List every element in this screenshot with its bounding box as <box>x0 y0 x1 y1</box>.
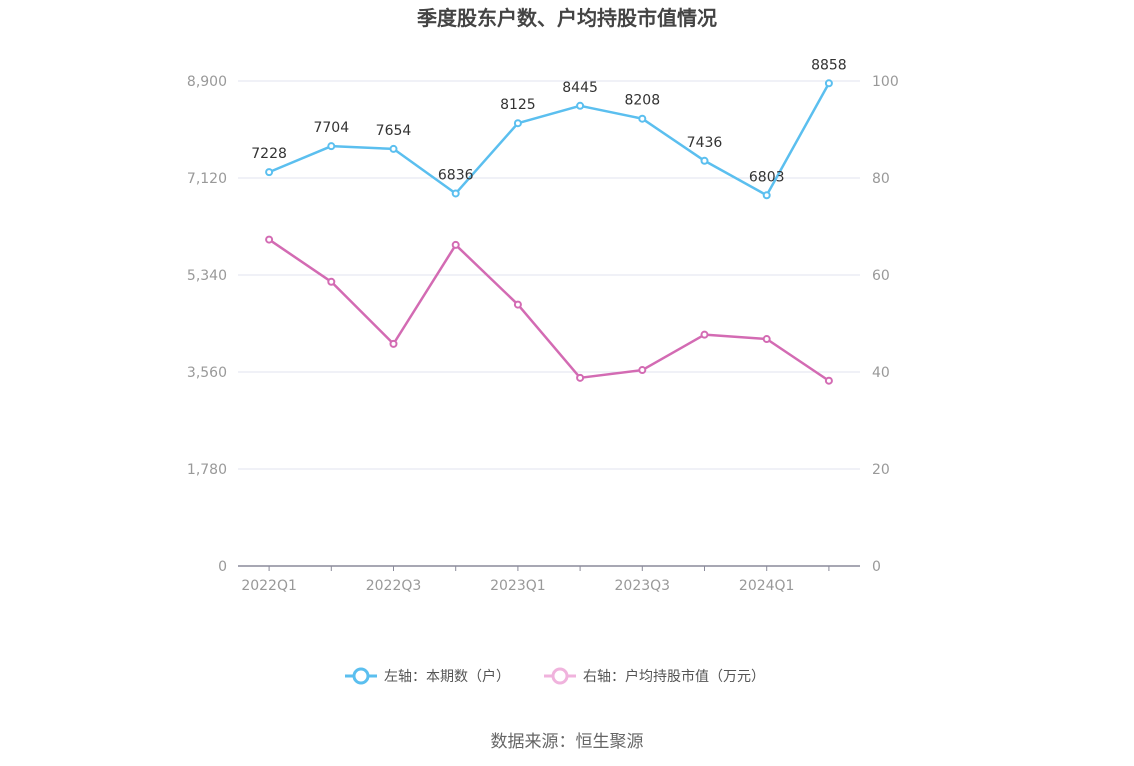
data-label: 8445 <box>562 80 598 96</box>
data-point-right[interactable] <box>762 335 771 344</box>
series-line-right <box>268 238 830 382</box>
x-tick-label: 2023Q3 <box>615 578 671 594</box>
data-point-right[interactable] <box>824 376 833 385</box>
data-label: 6836 <box>438 167 474 183</box>
right-tick-label: 0 <box>872 559 881 575</box>
x-axis: 2022Q1 2022Q3 2023Q1 2023Q3 2024Q1 <box>238 565 860 594</box>
left-tick-label: 8,900 <box>187 74 227 90</box>
left-axis-ticks: 0 1,780 3,560 5,340 7,120 8,900 <box>187 74 227 575</box>
data-point-right[interactable] <box>576 373 585 382</box>
data-point-left[interactable] <box>451 189 460 198</box>
data-point-left[interactable] <box>762 191 771 200</box>
x-tick-label: 2022Q1 <box>241 578 297 594</box>
legend-swatch-marker <box>352 667 370 685</box>
data-point-right[interactable] <box>638 366 647 375</box>
right-tick-label: 100 <box>872 74 899 90</box>
left-tick-label: 5,340 <box>187 268 227 284</box>
legend-swatch-marker <box>551 667 569 685</box>
data-point-right[interactable] <box>327 277 336 286</box>
left-tick-label: 3,560 <box>187 365 227 381</box>
legend: 左轴：本期数（户） 右轴：户均持股市值（万元） <box>345 667 765 685</box>
x-tick-label: 2022Q3 <box>366 578 422 594</box>
data-point-left[interactable] <box>700 156 709 165</box>
legend-label-left: 左轴：本期数（户） <box>384 668 510 685</box>
gridlines <box>238 80 860 470</box>
data-point-left[interactable] <box>265 168 274 177</box>
right-tick-label: 60 <box>872 268 890 284</box>
series-line-left <box>268 82 830 197</box>
data-labels: 7228 7704 7654 6836 8125 8445 8208 7436 6803 8858 <box>251 57 846 185</box>
data-label: 8858 <box>811 57 847 73</box>
legend-item-right[interactable]: 右轴：户均持股市值（万元） <box>544 667 765 685</box>
data-label: 7704 <box>313 120 349 136</box>
data-source: 数据来源：恒生聚源 <box>491 732 644 752</box>
data-point-right[interactable] <box>389 339 398 348</box>
x-tick-label: 2024Q1 <box>739 578 795 594</box>
data-label: 7436 <box>687 135 723 151</box>
data-point-left[interactable] <box>389 144 398 153</box>
data-point-right[interactable] <box>700 330 709 339</box>
right-tick-label: 40 <box>872 365 890 381</box>
data-label: 7228 <box>251 146 287 162</box>
data-point-left[interactable] <box>576 101 585 110</box>
data-point-right[interactable] <box>451 240 460 249</box>
data-point-right[interactable] <box>513 300 522 309</box>
right-tick-label: 20 <box>872 462 890 478</box>
data-label: 6803 <box>749 169 785 185</box>
legend-item-left[interactable]: 左轴：本期数（户） <box>345 667 510 685</box>
chart-title: 季度股东户数、户均持股市值情况 <box>416 6 717 30</box>
data-label: 7654 <box>376 123 412 139</box>
series-lines <box>265 79 833 385</box>
legend-label-right: 右轴：户均持股市值（万元） <box>583 668 765 685</box>
left-tick-label: 7,120 <box>187 171 227 187</box>
left-tick-label: 1,780 <box>187 462 227 478</box>
left-tick-label: 0 <box>218 559 227 575</box>
data-label: 8125 <box>500 97 536 113</box>
data-point-left[interactable] <box>638 114 647 123</box>
right-axis-ticks: 0 20 40 60 80 100 <box>872 74 899 575</box>
data-label: 8208 <box>624 93 660 109</box>
data-point-left[interactable] <box>327 142 336 151</box>
data-point-right[interactable] <box>265 235 274 244</box>
data-point-left[interactable] <box>824 79 833 88</box>
data-point-left[interactable] <box>513 119 522 128</box>
right-tick-label: 80 <box>872 171 890 187</box>
x-tick-label: 2023Q1 <box>490 578 546 594</box>
